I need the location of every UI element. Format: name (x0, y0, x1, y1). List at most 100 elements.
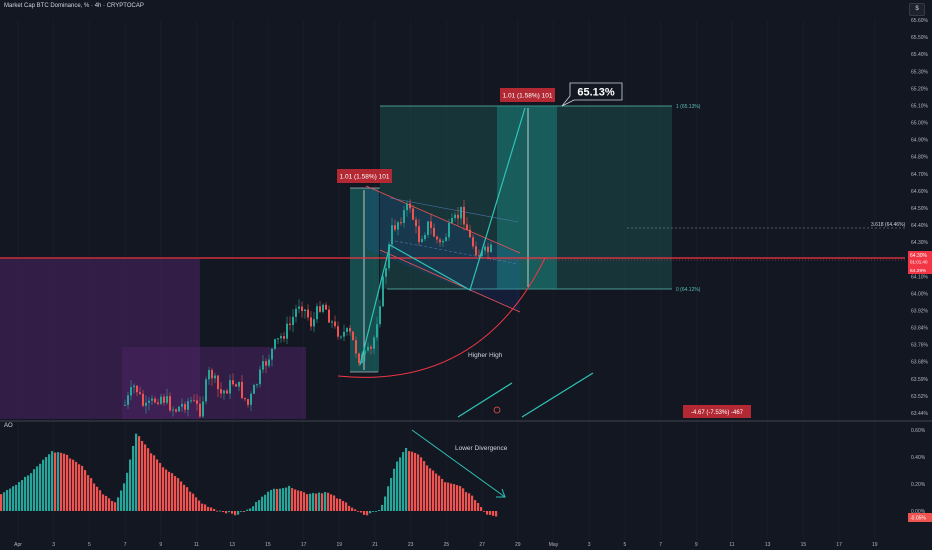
purple-zone-small (122, 347, 306, 419)
candle-body (457, 214, 459, 219)
higher-high-label: Higher High (468, 352, 503, 359)
ao-bar (255, 501, 258, 511)
ao-bar (318, 492, 321, 511)
ao-bar (291, 488, 294, 511)
ao-bar (279, 488, 282, 511)
price-tick-label: 63.52% (911, 394, 929, 400)
ao-bar (171, 473, 174, 511)
ao-bar (186, 487, 189, 511)
currency-button[interactable]: $ (909, 3, 925, 16)
ao-bar (153, 455, 156, 511)
ao-bar (471, 495, 474, 511)
ao-bar (105, 495, 108, 511)
time-tick-label: 11 (194, 542, 199, 548)
ao-bar (141, 440, 144, 511)
candle-body (196, 400, 198, 404)
ao-bar (249, 508, 252, 511)
candle-body (139, 392, 141, 394)
ao-bar (225, 511, 228, 514)
ao-bar (300, 491, 303, 511)
ao-bar (303, 492, 306, 511)
time-tick-label: 9 (695, 542, 698, 548)
target-callout-text: 65.13% (577, 87, 615, 99)
ao-bar (360, 511, 363, 513)
alert-icon[interactable] (493, 406, 501, 414)
candle-body (259, 369, 261, 385)
time-tick-label: 5 (624, 542, 627, 548)
ao-bar (390, 478, 393, 511)
candle-body (406, 203, 408, 211)
ao-histogram (0, 433, 498, 517)
candle-body (211, 370, 213, 379)
ao-bar (0, 494, 3, 511)
ao-bar (270, 489, 273, 511)
ao-bar (453, 484, 456, 511)
ao-bar (408, 451, 411, 511)
ao-bar (474, 500, 477, 511)
measure-label-bottom: -4.67 (-7.53%) -467 (683, 405, 751, 418)
candle-body (337, 326, 339, 337)
ao-bar (243, 511, 246, 512)
ao-bar (399, 457, 402, 511)
ao-bar (45, 457, 48, 511)
candle-body (313, 319, 315, 327)
candle-body (256, 384, 258, 386)
ao-bar (228, 511, 231, 513)
candle-body (439, 239, 441, 243)
ao-bar (312, 493, 315, 511)
ao-bar (24, 476, 27, 511)
ao-bar (393, 468, 396, 511)
ao-bar (486, 511, 489, 515)
ao-bar (48, 454, 51, 511)
price-tick-label: 65.00% (911, 121, 929, 127)
ao-bar (306, 494, 309, 511)
candle-body (424, 234, 426, 240)
ao-bar (450, 483, 453, 511)
time-tick-label: 19 (872, 542, 878, 548)
ao-bar (480, 507, 483, 511)
price-tick-label: 65.10% (911, 103, 929, 109)
candle-body (241, 381, 243, 399)
ao-bar (405, 447, 408, 511)
time-axis[interactable]: Apr 3 5 7 9 11 13 15 17 19 21 23 25 27 29 May 3 5 7 9 11 13 15… (14, 542, 878, 548)
ao-bar (369, 511, 372, 514)
time-tick-label: 7 (124, 542, 127, 548)
ao-bar (264, 494, 267, 511)
candle-body (385, 268, 387, 277)
price-tick-label: 64.00% (911, 291, 929, 297)
price-axis[interactable]: 65.60% 65.50% 65.40% 65.30% 65.20% 65.10% 65.0… (911, 18, 929, 417)
ao-bar (213, 508, 216, 511)
candle-body (238, 381, 240, 387)
candle-body (466, 224, 468, 230)
ao-bar (177, 478, 180, 511)
price-tick-label: 64.60% (911, 189, 929, 195)
ao-axis[interactable]: 0.60% 0.40% 0.20% 0.00% (911, 428, 926, 515)
price-tick-label: 63.68% (911, 360, 929, 366)
lower-divergence-label: Lower Divergence (455, 445, 508, 452)
ao-bar (54, 452, 57, 511)
ao-bar (396, 461, 399, 511)
ao-bar (150, 453, 153, 511)
ao-bar (6, 490, 9, 511)
chart-title: Market Cap BTC Dominance, % · 4h · CRYPT… (4, 3, 144, 9)
candle-body (133, 385, 135, 388)
ao-bar (39, 463, 42, 511)
candle-body (463, 206, 465, 225)
measure-label-top: 1.01 (1.58%) 101 (500, 88, 555, 102)
candle-body (442, 240, 444, 243)
low-price-badge: 64.29% (908, 266, 932, 274)
ao-bar (12, 486, 15, 511)
ao-bar (198, 500, 201, 511)
ao-bar (489, 511, 492, 515)
candle-body (307, 309, 309, 318)
measure-label-top-text: 1.01 (1.58%) 101 (503, 93, 553, 100)
candle-body (427, 221, 429, 235)
price-tick-label: 64.70% (911, 172, 929, 178)
candle-body (157, 402, 159, 404)
ao-tick-label: 0.00% (911, 509, 926, 515)
price-tick-label: 63.44% (911, 411, 929, 417)
time-tick-label: 5 (88, 542, 91, 548)
candle-body (469, 229, 471, 238)
ao-bar (72, 459, 75, 511)
